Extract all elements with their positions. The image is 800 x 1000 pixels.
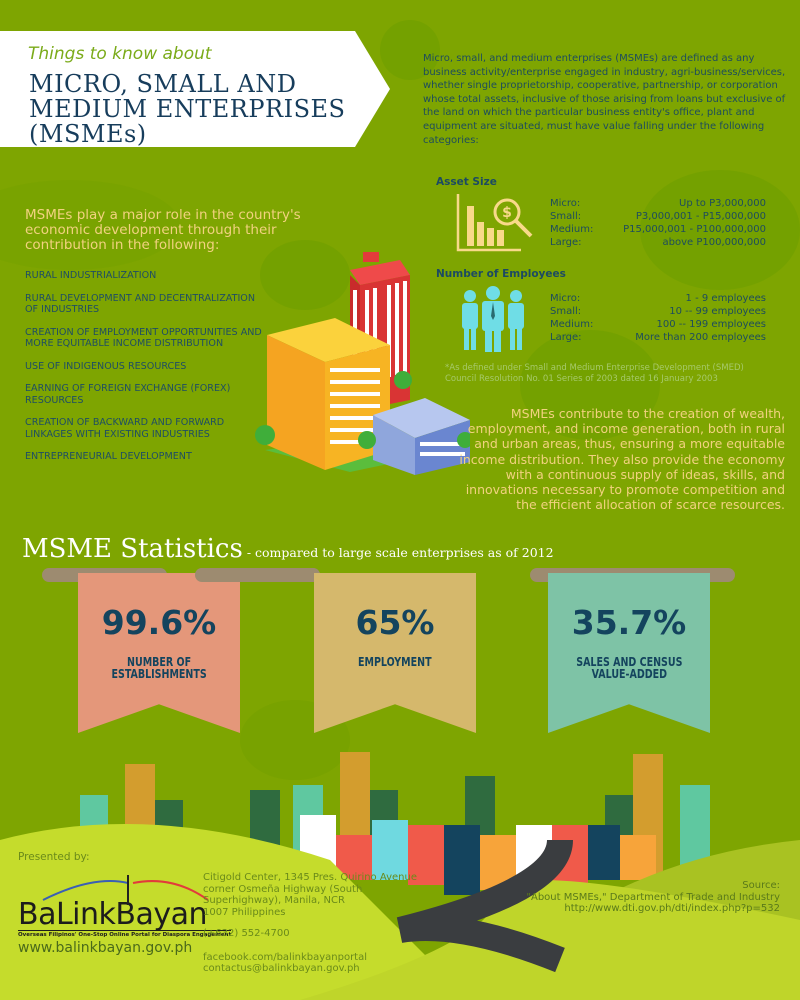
source-title: "About MSMEs," Department of Trade and I… xyxy=(526,891,780,903)
stats-title: MSME Statistics xyxy=(22,534,243,564)
address-line: 1007 Philippines xyxy=(203,906,286,918)
source-label: Source: xyxy=(742,880,780,891)
people-group-icon xyxy=(462,286,524,352)
employees-row: Micro: 1 - 9 employees xyxy=(550,292,766,305)
bg-blob xyxy=(520,330,660,440)
asset-size-row: Medium: P15,000,001 - P100,000,000 xyxy=(550,223,766,236)
balinkbayan-logo: BaLinkBayan Overseas Filipinos' One-Stop… xyxy=(18,875,232,956)
source-block: Source: "About MSMEs," Department of Tra… xyxy=(526,880,780,915)
stat-label: SALES AND CENSUS VALUE-ADDED xyxy=(575,655,683,681)
category-label: Small: xyxy=(550,306,582,317)
stats-heading: MSME Statistics - compared to large scal… xyxy=(22,534,554,564)
asset-size-row: Large: above P100,000,000 xyxy=(550,236,766,249)
stat-ribbon-sales: 35.7% SALES AND CENSUS VALUE-ADDED xyxy=(548,573,710,733)
stat-label: EMPLOYMENT xyxy=(358,655,432,669)
title-banner xyxy=(0,31,390,147)
list-item: CREATION OF EMPLOYMENT OPPORTUNITIES AND… xyxy=(25,326,262,350)
title-line: MICRO, SMALL AND xyxy=(29,70,297,98)
stat-label: NUMBER OF ESTABLISHMENTS xyxy=(111,655,207,681)
lead-text: MSMEs play a major role in the country's… xyxy=(25,207,301,253)
stat-ribbon-establishments: 99.6% NUMBER OF ESTABLISHMENTS xyxy=(78,573,240,733)
employees-row: Large: More than 200 employees xyxy=(550,331,766,344)
category-value: P3,000,001 - P15,000,000 xyxy=(635,211,766,222)
category-label: Medium: xyxy=(550,319,594,330)
list-item: RURAL DEVELOPMENT AND DECENTRALIZATION O… xyxy=(25,292,256,316)
category-label: Micro: xyxy=(550,198,581,209)
contribution-paragraph: MSMEs contribute to the creation of weal… xyxy=(459,406,785,513)
stat-value: 65% xyxy=(355,603,435,642)
contributions-list: RURAL INDUSTRIALIZATION RURAL DEVELOPMEN… xyxy=(25,270,265,474)
svg-text:$: $ xyxy=(502,205,512,221)
page-title: MICRO, SMALL AND MEDIUM ENTERPRISES (MSM… xyxy=(29,72,369,147)
stat-value: 99.6% xyxy=(101,603,217,642)
bg-blob xyxy=(0,180,180,270)
category-value: More than 200 employees xyxy=(635,332,766,343)
category-value: P15,000,001 - P100,000,000 xyxy=(623,224,766,235)
title-line: MEDIUM ENTERPRISES xyxy=(29,95,346,123)
employees-row: Small: 10 -- 99 employees xyxy=(550,305,766,318)
category-value: 1 - 9 employees xyxy=(685,293,766,304)
bg-blob xyxy=(640,170,800,290)
category-value: above P100,000,000 xyxy=(662,237,767,248)
website-link[interactable]: www.balinkbayan.gov.ph xyxy=(18,940,193,956)
list-item: ENTREPRENEURIAL DEVELOPMENT xyxy=(25,451,192,462)
category-value: Up to P3,000,000 xyxy=(679,198,766,209)
employees-table: Micro: 1 - 9 employees Small: 10 -- 99 emp… xyxy=(550,292,766,344)
buildings-illustration xyxy=(255,252,470,475)
footnote: *As defined under Small and Medium Enter… xyxy=(445,363,744,384)
chart-magnifier-dollar-icon: $ xyxy=(456,194,533,252)
asset-size-row: Small: P3,000,001 - P15,000,000 xyxy=(550,210,766,223)
category-label: Small: xyxy=(550,211,582,222)
list-item: USE OF INDIGENOUS RESOURCES xyxy=(25,360,187,372)
category-label: Medium: xyxy=(550,224,594,235)
list-item: EARNING OF FOREIGN EXCHANGE (FOREX) RESO… xyxy=(25,383,231,406)
address-line: corner Osmeña Highway (South xyxy=(203,883,363,895)
category-value: 100 -- 199 employees xyxy=(656,319,767,330)
address: Citigold Center, 1345 Pres. Quirino Aven… xyxy=(203,872,417,918)
employees-row: Medium: 100 -- 199 employees xyxy=(550,318,766,331)
bg-blob xyxy=(260,240,350,310)
address-line: Superhighway), Manila, NCR xyxy=(203,895,345,906)
stats-subtitle: - compared to large scale enterprises as… xyxy=(242,545,554,560)
list-item: CREATION OF BACKWARD AND FORWARD LINKAGE… xyxy=(25,417,225,440)
city-skyline-illustration xyxy=(0,752,800,1000)
logo-arc-icon xyxy=(42,875,209,905)
source-url[interactable]: http://www.dti.gov.ph/dti/index.php?p=53… xyxy=(564,903,780,914)
phone-number: (+632) 552-4700 xyxy=(203,928,290,939)
stat-ribbon-employment: 65% EMPLOYMENT xyxy=(314,573,476,733)
email-link[interactable]: contactus@balinkbayan.gov.ph xyxy=(203,963,360,974)
category-label: Large: xyxy=(550,237,582,248)
logo-tagline: Overseas Filipinos' One-Stop Online Port… xyxy=(18,930,232,938)
presented-by-label: Presented by: xyxy=(18,851,90,863)
employees-label: Number of Employees xyxy=(436,268,566,280)
facebook-link[interactable]: facebook.com/balinkbayanportal xyxy=(203,952,368,963)
title-line: (MSMEs) xyxy=(29,120,147,148)
address-line: Citigold Center, 1345 Pres. Quirino Aven… xyxy=(203,872,418,883)
category-label: Large: xyxy=(550,332,582,343)
stat-value: 35.7% xyxy=(571,603,687,642)
category-label: Micro: xyxy=(550,293,581,304)
definition-text: Micro, small, and medium enterprises (MS… xyxy=(423,53,786,146)
bg-blob xyxy=(380,20,440,80)
asset-size-label: Asset Size xyxy=(436,176,497,188)
title-subtitle: Things to know about xyxy=(28,44,212,64)
list-item: RURAL INDUSTRIALIZATION xyxy=(25,270,157,281)
category-value: 10 -- 99 employees xyxy=(669,306,766,317)
logo-text: BaLinkBayan xyxy=(18,897,208,932)
ribbon-rod xyxy=(195,568,320,582)
asset-size-table: Micro: Up to P3,000,000 Small: P3,000,001 … xyxy=(550,197,766,249)
asset-size-row: Micro: Up to P3,000,000 xyxy=(550,197,766,210)
